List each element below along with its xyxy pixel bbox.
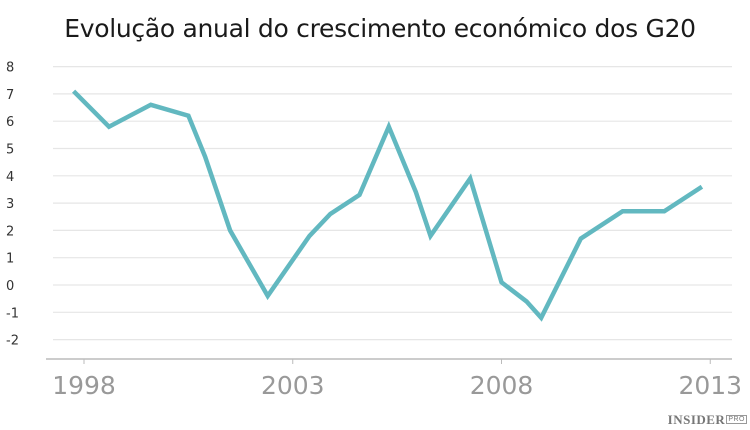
y-tick-label: 6 <box>6 115 14 130</box>
x-tick-label: 2008 <box>470 371 534 400</box>
y-tick-label: 4 <box>6 170 14 185</box>
series-line <box>72 89 704 322</box>
y-tick-label: 8 <box>6 61 14 76</box>
y-tick-label: 0 <box>6 279 14 294</box>
logo-main-text: INSIDER <box>667 412 726 427</box>
x-tick-label: 2013 <box>678 371 742 400</box>
y-tick-label: 2 <box>6 224 14 239</box>
x-tick-label: 1998 <box>52 371 116 400</box>
x-tick-label: 2003 <box>261 371 325 400</box>
y-tick-label: -2 <box>6 334 19 349</box>
y-tick-label: 3 <box>6 197 14 212</box>
chart-title: Evolução anual do crescimento económico … <box>64 14 696 43</box>
y-tick-label: 1 <box>6 252 14 267</box>
y-tick-label: -1 <box>6 306 19 321</box>
logo-sub-text: PRO <box>726 415 747 424</box>
y-tick-label: 7 <box>6 88 14 103</box>
y-tick-label: 5 <box>6 143 14 158</box>
insider-pro-logo: INSIDER PRO <box>668 412 747 428</box>
